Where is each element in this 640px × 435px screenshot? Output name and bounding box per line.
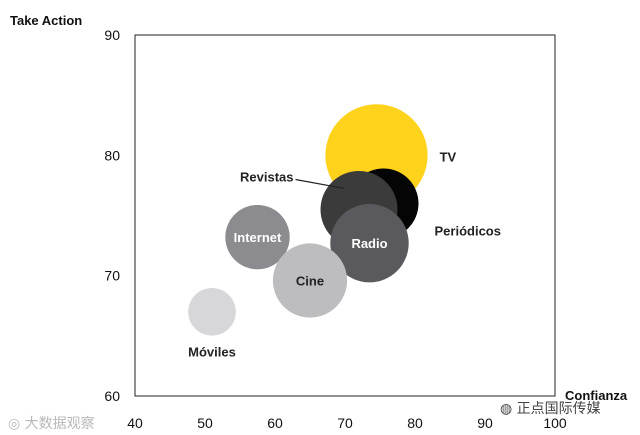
x-tick-label: 60 <box>267 415 283 431</box>
bubble-labels: TV Periódicos Revistas Radio Internet Cine Móv… <box>188 149 501 359</box>
x-axis-title: Confianza <box>565 388 628 403</box>
bubble-internet <box>225 204 290 270</box>
watermark-left-text: 大数据观察 <box>24 416 95 432</box>
bubble-label-radio: Radio <box>351 236 387 251</box>
bubble-moviles <box>188 287 236 336</box>
x-tick-labels: 40 50 60 70 80 90 100 <box>127 415 567 431</box>
bubble-label-internet: Internet <box>234 230 282 245</box>
x-tick-label: 50 <box>197 415 213 431</box>
y-tick-label: 70 <box>104 268 120 284</box>
watermark-left: ◎ 大数据观察 <box>8 413 95 433</box>
y-tick-label: 80 <box>104 147 120 163</box>
x-tick-label: 90 <box>477 415 493 431</box>
watermark-right-text: 正点国际传媒 <box>516 401 601 417</box>
bubble-radio <box>330 203 409 283</box>
bubble-label-moviles: Móviles <box>188 345 236 360</box>
y-tick-label: 60 <box>104 388 120 404</box>
plot-frame <box>134 34 556 397</box>
x-tick-label: 40 <box>127 415 143 431</box>
y-axis-title: Take Action <box>10 13 82 28</box>
bubble-label-periodicos: Periódicos <box>435 223 501 238</box>
bubble-cine <box>272 243 348 318</box>
bubble-label-cine: Cine <box>296 273 324 288</box>
bubble-label-tv: TV <box>440 149 457 164</box>
y-tick-label: 90 <box>104 27 120 43</box>
weibo-icon: ◎ <box>8 416 25 432</box>
x-tick-label: 100 <box>543 415 567 431</box>
bubbles <box>188 104 428 336</box>
y-tick-labels: 60 70 80 90 <box>104 27 120 404</box>
x-tick-label: 70 <box>337 415 353 431</box>
x-tick-label: 80 <box>407 415 423 431</box>
wechat-icon: ◍ <box>500 401 517 417</box>
leader-line-revistas <box>295 178 344 189</box>
watermark-right: ◍ 正点国际传媒 <box>500 398 601 418</box>
bubble-label-revistas: Revistas <box>240 169 293 184</box>
